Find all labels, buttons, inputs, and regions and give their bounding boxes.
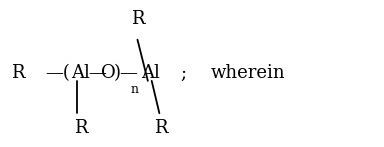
Text: R: R (154, 119, 167, 137)
Text: R: R (12, 65, 25, 82)
Text: —: — (88, 65, 106, 82)
Text: O: O (101, 65, 115, 82)
Text: wherein: wherein (211, 65, 286, 82)
Text: Al: Al (71, 65, 90, 82)
Text: n: n (131, 83, 139, 96)
Text: R: R (74, 119, 87, 137)
Text: —(: —( (45, 65, 70, 82)
Text: R: R (131, 10, 144, 28)
Text: Al: Al (141, 65, 160, 82)
Text: )—: )— (113, 65, 138, 82)
Text: ;: ; (180, 65, 187, 82)
